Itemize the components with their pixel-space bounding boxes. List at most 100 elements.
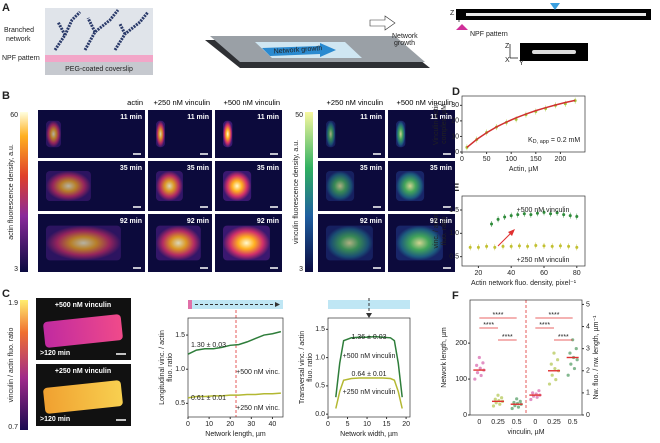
x-tick-label: 30 xyxy=(247,421,255,428)
significance: **** xyxy=(549,312,560,319)
series-label: +250 nM vinc. xyxy=(236,405,280,412)
network xyxy=(396,171,425,201)
x-tick-label: 200 xyxy=(555,156,567,163)
filament xyxy=(86,17,97,33)
colorbar-label: vinculin / actin fluo. ratio xyxy=(8,328,15,403)
annotation: KD, app = 0.2 mM xyxy=(528,137,580,146)
annotation-symbol: K xyxy=(528,137,533,144)
x-tick-label: 100 xyxy=(505,156,517,163)
panel-label: A xyxy=(2,2,10,14)
x-axis-label: vinculin, µM xyxy=(507,429,544,436)
y-tick-label: 1.0 xyxy=(315,354,325,361)
plot-frame xyxy=(327,317,411,418)
x-axis-label: Actin network fluo. density, pixel⁻¹ xyxy=(471,280,577,287)
filament xyxy=(113,11,150,51)
point xyxy=(509,214,513,218)
network xyxy=(396,225,443,261)
filament xyxy=(118,23,127,35)
time-label: 92 min xyxy=(187,218,209,225)
point xyxy=(518,399,522,403)
x-tick-label: 0.5 xyxy=(568,419,578,426)
time-label: 35 min xyxy=(360,165,382,172)
colorbar-tick: 3 xyxy=(14,266,18,273)
x-tick-label: 150 xyxy=(530,156,542,163)
filament xyxy=(56,21,67,36)
label: X xyxy=(505,57,510,64)
x-tick-label: 0 xyxy=(477,419,481,426)
colorbar-tick: 0.7 xyxy=(8,424,18,431)
y2-tick-label: 0 xyxy=(586,412,590,419)
network xyxy=(156,225,201,261)
column-header: actin xyxy=(127,98,143,107)
x-tick-label: 0 xyxy=(533,419,537,426)
point xyxy=(558,244,562,248)
column-header: +500 nM vinculin xyxy=(224,98,281,107)
column-header: +500 nM vinculin xyxy=(397,98,454,107)
x-tick-label: 50 xyxy=(483,156,491,163)
series-line xyxy=(466,99,576,148)
annotation: 1.30 ± 0.03 xyxy=(191,342,226,349)
x-tick-label: 20 xyxy=(475,270,483,277)
colorbar xyxy=(20,300,28,430)
network xyxy=(326,225,373,261)
network xyxy=(43,380,123,414)
point xyxy=(556,358,560,362)
point xyxy=(522,212,526,216)
plot-frame xyxy=(461,195,586,267)
colorbar xyxy=(305,112,313,272)
filament xyxy=(83,9,120,51)
point xyxy=(498,402,502,406)
point xyxy=(496,393,500,397)
series-label: +500 nM vinculin xyxy=(343,353,396,360)
series-label: +500 nM vinculin xyxy=(517,207,570,214)
y2-tick-label: 4 xyxy=(586,323,590,330)
network xyxy=(223,120,233,148)
point xyxy=(501,244,505,248)
point xyxy=(526,244,530,248)
colorbar-tick: 3 xyxy=(299,266,303,273)
time-label: 11 min xyxy=(430,114,452,121)
image-label: +250 nM vinculin xyxy=(55,368,111,375)
network-signal xyxy=(532,50,576,54)
y-axis-label: Transversal vinc. / actin xyxy=(299,331,306,404)
point xyxy=(516,405,521,409)
series-label: +250 nM vinculin xyxy=(517,257,570,264)
network xyxy=(46,171,91,201)
point xyxy=(493,397,497,401)
time-label: 35 min xyxy=(430,165,452,172)
y-tick-label: 1.5 xyxy=(449,207,459,214)
panel-label: D xyxy=(452,86,460,98)
annotation: 0.64 ± 0.01 xyxy=(352,371,387,378)
point xyxy=(478,366,482,370)
colorbar-tick: 1.9 xyxy=(8,300,18,307)
point xyxy=(569,362,573,366)
y-axis-label: complex, µM xyxy=(441,104,448,144)
point xyxy=(517,244,521,248)
panel-label: C xyxy=(2,288,10,300)
x-tick-label: 60 xyxy=(540,270,548,277)
y-axis-label: Network length, µm xyxy=(441,327,448,388)
time-label: 35 min xyxy=(120,165,142,172)
point xyxy=(531,391,535,395)
time-label: 11 min xyxy=(360,114,382,121)
point xyxy=(490,222,494,226)
time-label: 11 min xyxy=(257,114,279,121)
annotation-text: = 0.2 mM xyxy=(549,137,580,144)
point xyxy=(500,396,504,400)
significance: **** xyxy=(502,334,513,341)
y-axis-label: fluo. ratio xyxy=(167,353,174,382)
point xyxy=(567,244,571,248)
point xyxy=(493,245,497,249)
network xyxy=(46,225,121,261)
panel-label: F xyxy=(452,290,459,302)
colorbar-tick: 60 xyxy=(10,112,18,119)
y-tick-label: 0 xyxy=(455,149,459,156)
well xyxy=(45,8,153,56)
significance: **** xyxy=(558,334,569,341)
point xyxy=(549,362,553,366)
x-tick-label: 0 xyxy=(460,156,464,163)
point xyxy=(479,373,483,378)
time-label: 92 min xyxy=(257,218,279,225)
series-line xyxy=(335,377,403,409)
network xyxy=(223,171,252,201)
